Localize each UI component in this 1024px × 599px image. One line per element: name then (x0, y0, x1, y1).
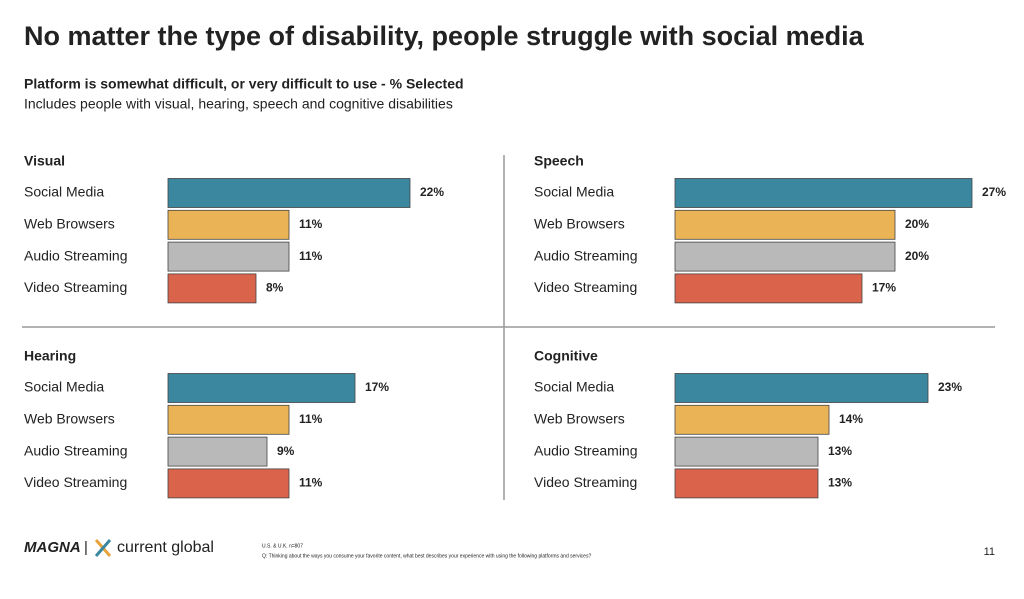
category-label: Video Streaming (534, 279, 637, 295)
category-label: Web Browsers (24, 216, 115, 232)
category-label: Social Media (24, 379, 104, 395)
value-label: 17% (365, 380, 389, 394)
category-label: Social Media (534, 379, 614, 395)
bar (674, 241, 896, 272)
value-label: 17% (872, 281, 896, 295)
value-label: 27% (982, 185, 1006, 199)
footnote: Q: Thinking about the ways you consume y… (262, 553, 591, 559)
value-label: 20% (905, 217, 929, 231)
value-label: 13% (828, 476, 852, 490)
chart-title: Hearing (24, 348, 76, 364)
bar (167, 404, 290, 435)
value-label: 11% (299, 476, 323, 490)
bar (674, 209, 896, 240)
logo: current global (117, 539, 214, 556)
logo-icon (94, 539, 112, 557)
bar (167, 468, 290, 499)
value-label: 11% (299, 249, 323, 263)
slide-title: No matter the type of disability, people… (24, 21, 865, 51)
value-label: 11% (299, 412, 323, 426)
bar (167, 178, 411, 208)
bar (674, 436, 819, 467)
logo-separator: | (84, 539, 88, 556)
description: Includes people with visual, hearing, sp… (24, 96, 453, 112)
bar (674, 273, 863, 304)
bar (674, 373, 929, 403)
bar (674, 178, 973, 208)
category-label: Video Streaming (534, 474, 637, 490)
value-label: 9% (277, 444, 295, 458)
bar (167, 241, 290, 272)
category-label: Video Streaming (24, 279, 127, 295)
category-label: Web Browsers (534, 411, 625, 427)
bar (167, 373, 356, 403)
value-label: 11% (299, 217, 323, 231)
chart-title: Speech (534, 153, 584, 169)
footnote: U.S. & U.K. n=807 (262, 543, 303, 549)
category-label: Audio Streaming (534, 442, 638, 458)
page-number: 11 (984, 546, 995, 558)
value-label: 22% (420, 185, 444, 199)
category-label: Audio Streaming (534, 247, 638, 263)
bar (167, 209, 290, 240)
subtitle: Platform is somewhat difficult, or very … (24, 76, 464, 92)
value-label: 14% (839, 412, 863, 426)
value-label: 23% (938, 380, 962, 394)
category-label: Audio Streaming (24, 442, 128, 458)
chart-title: Visual (24, 153, 65, 169)
category-label: Audio Streaming (24, 247, 128, 263)
category-label: Web Browsers (534, 216, 625, 232)
value-label: 8% (266, 281, 284, 295)
category-label: Video Streaming (24, 474, 127, 490)
category-label: Social Media (24, 184, 104, 200)
bar (674, 404, 830, 435)
logo: MAGNA (24, 539, 81, 556)
chart-title: Cognitive (534, 348, 598, 364)
category-label: Social Media (534, 184, 614, 200)
bar (167, 436, 268, 467)
category-label: Web Browsers (24, 411, 115, 427)
value-label: 13% (828, 444, 852, 458)
bar (167, 273, 257, 304)
bar (674, 468, 819, 499)
value-label: 20% (905, 249, 929, 263)
